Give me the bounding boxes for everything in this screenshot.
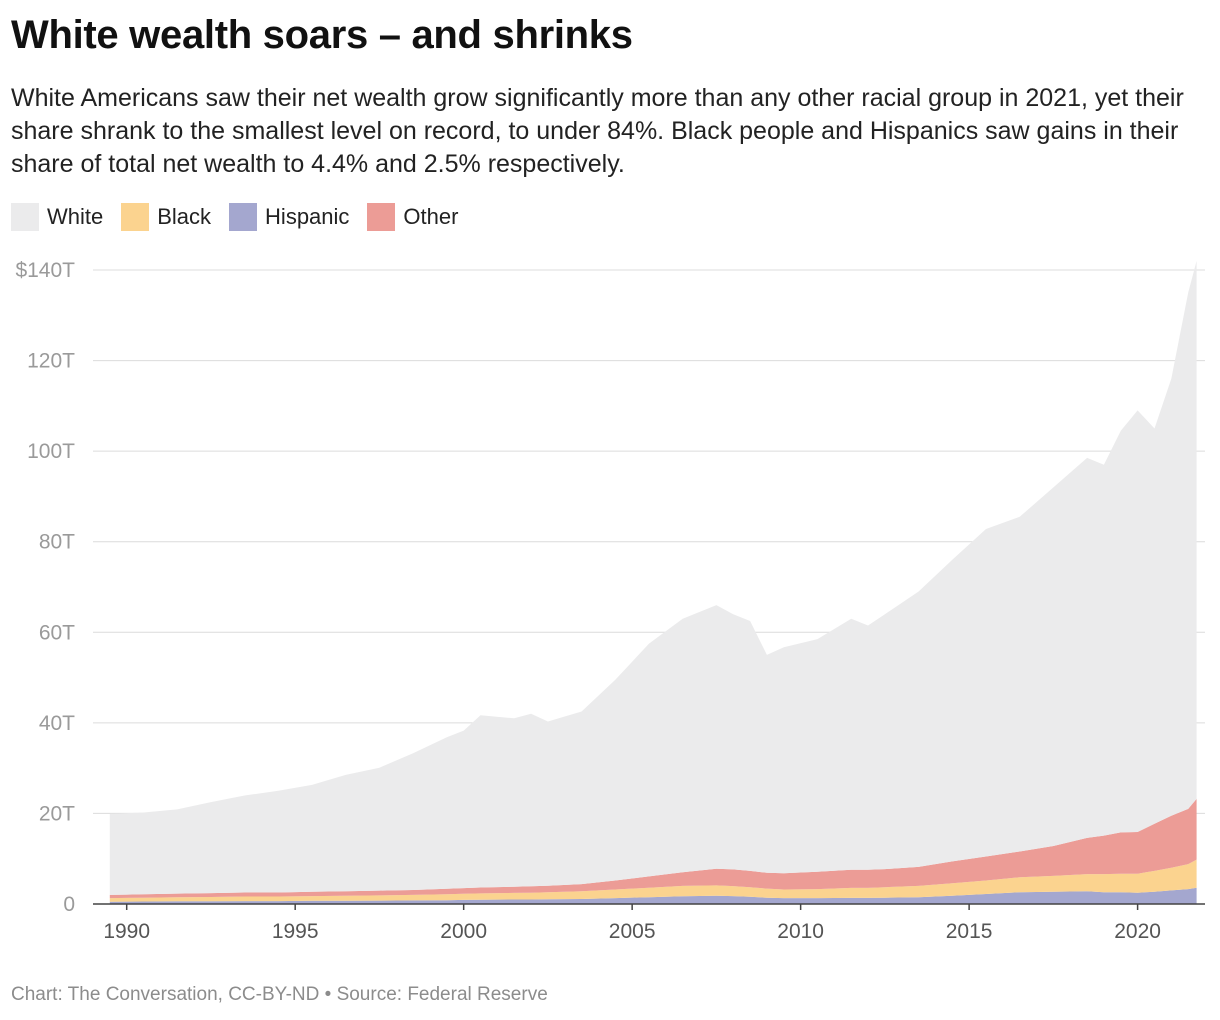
x-tick-label-2010: 2010 [777, 920, 824, 943]
grid-lines [93, 269, 1205, 814]
legend-swatch-hispanic [229, 203, 258, 231]
x-tick-label-2005: 2005 [609, 920, 656, 943]
footer-source: Source: Federal Reserve [336, 984, 548, 1005]
legend-swatch-other [367, 203, 396, 231]
area-black [109, 859, 1197, 902]
footer-separator: • [324, 984, 332, 1005]
x-tick-label-2000: 2000 [440, 920, 487, 943]
legend-item-white: White [11, 203, 103, 231]
y-tick-label-40: 40T [39, 712, 75, 735]
x-tick-label-2020: 2020 [1114, 920, 1161, 943]
chart-subtitle: White Americans saw their net wealth gro… [11, 84, 1184, 178]
y-tick-label-60: 60T [39, 621, 75, 644]
axes: 0 20T 40T 60T 80T 100T 120T $140T 1990 1995 2000 20… [15, 259, 1205, 943]
legend-label-black: Black [157, 204, 212, 229]
x-tick-label-2015: 2015 [946, 920, 993, 943]
legend-item-black: Black [121, 203, 211, 231]
x-tick-label-1990: 1990 [103, 920, 150, 943]
legend-swatch-black [121, 203, 150, 231]
x-tick-label-1995: 1995 [272, 920, 319, 943]
legend-item-other: Other [367, 203, 458, 231]
footer-credit: Chart: The Conversation, CC-BY-ND [11, 984, 320, 1005]
stacked-areas [109, 260, 1197, 904]
chart-title: White wealth soars – and shrinks [11, 13, 633, 57]
legend-label-hispanic: Hispanic [265, 204, 350, 229]
area-other [109, 798, 1197, 899]
legend-swatch-white [11, 203, 39, 231]
y-tick-label-140: $140T [15, 259, 75, 282]
y-tick-label-100: 100T [27, 440, 75, 463]
y-tick-label-0: 0 [63, 893, 75, 916]
legend-label-other: Other [403, 204, 459, 229]
y-tick-label-20: 20T [39, 802, 75, 825]
area-white [109, 260, 1197, 895]
chart-footer: Chart: The Conversation, CC-BY-ND • Sour… [11, 984, 548, 1006]
y-tick-label-80: 80T [39, 531, 75, 554]
y-tick-label-120: 120T [27, 350, 75, 373]
legend: White Black Hispanic Other [11, 202, 476, 232]
area-hispanic [109, 887, 1197, 904]
area-chart: 0 20T 40T 60T 80T 100T 120T $140T 1990 1995 2000 20… [15, 259, 1205, 943]
legend-label-white: White [47, 204, 104, 229]
legend-item-hispanic: Hispanic [229, 203, 349, 231]
